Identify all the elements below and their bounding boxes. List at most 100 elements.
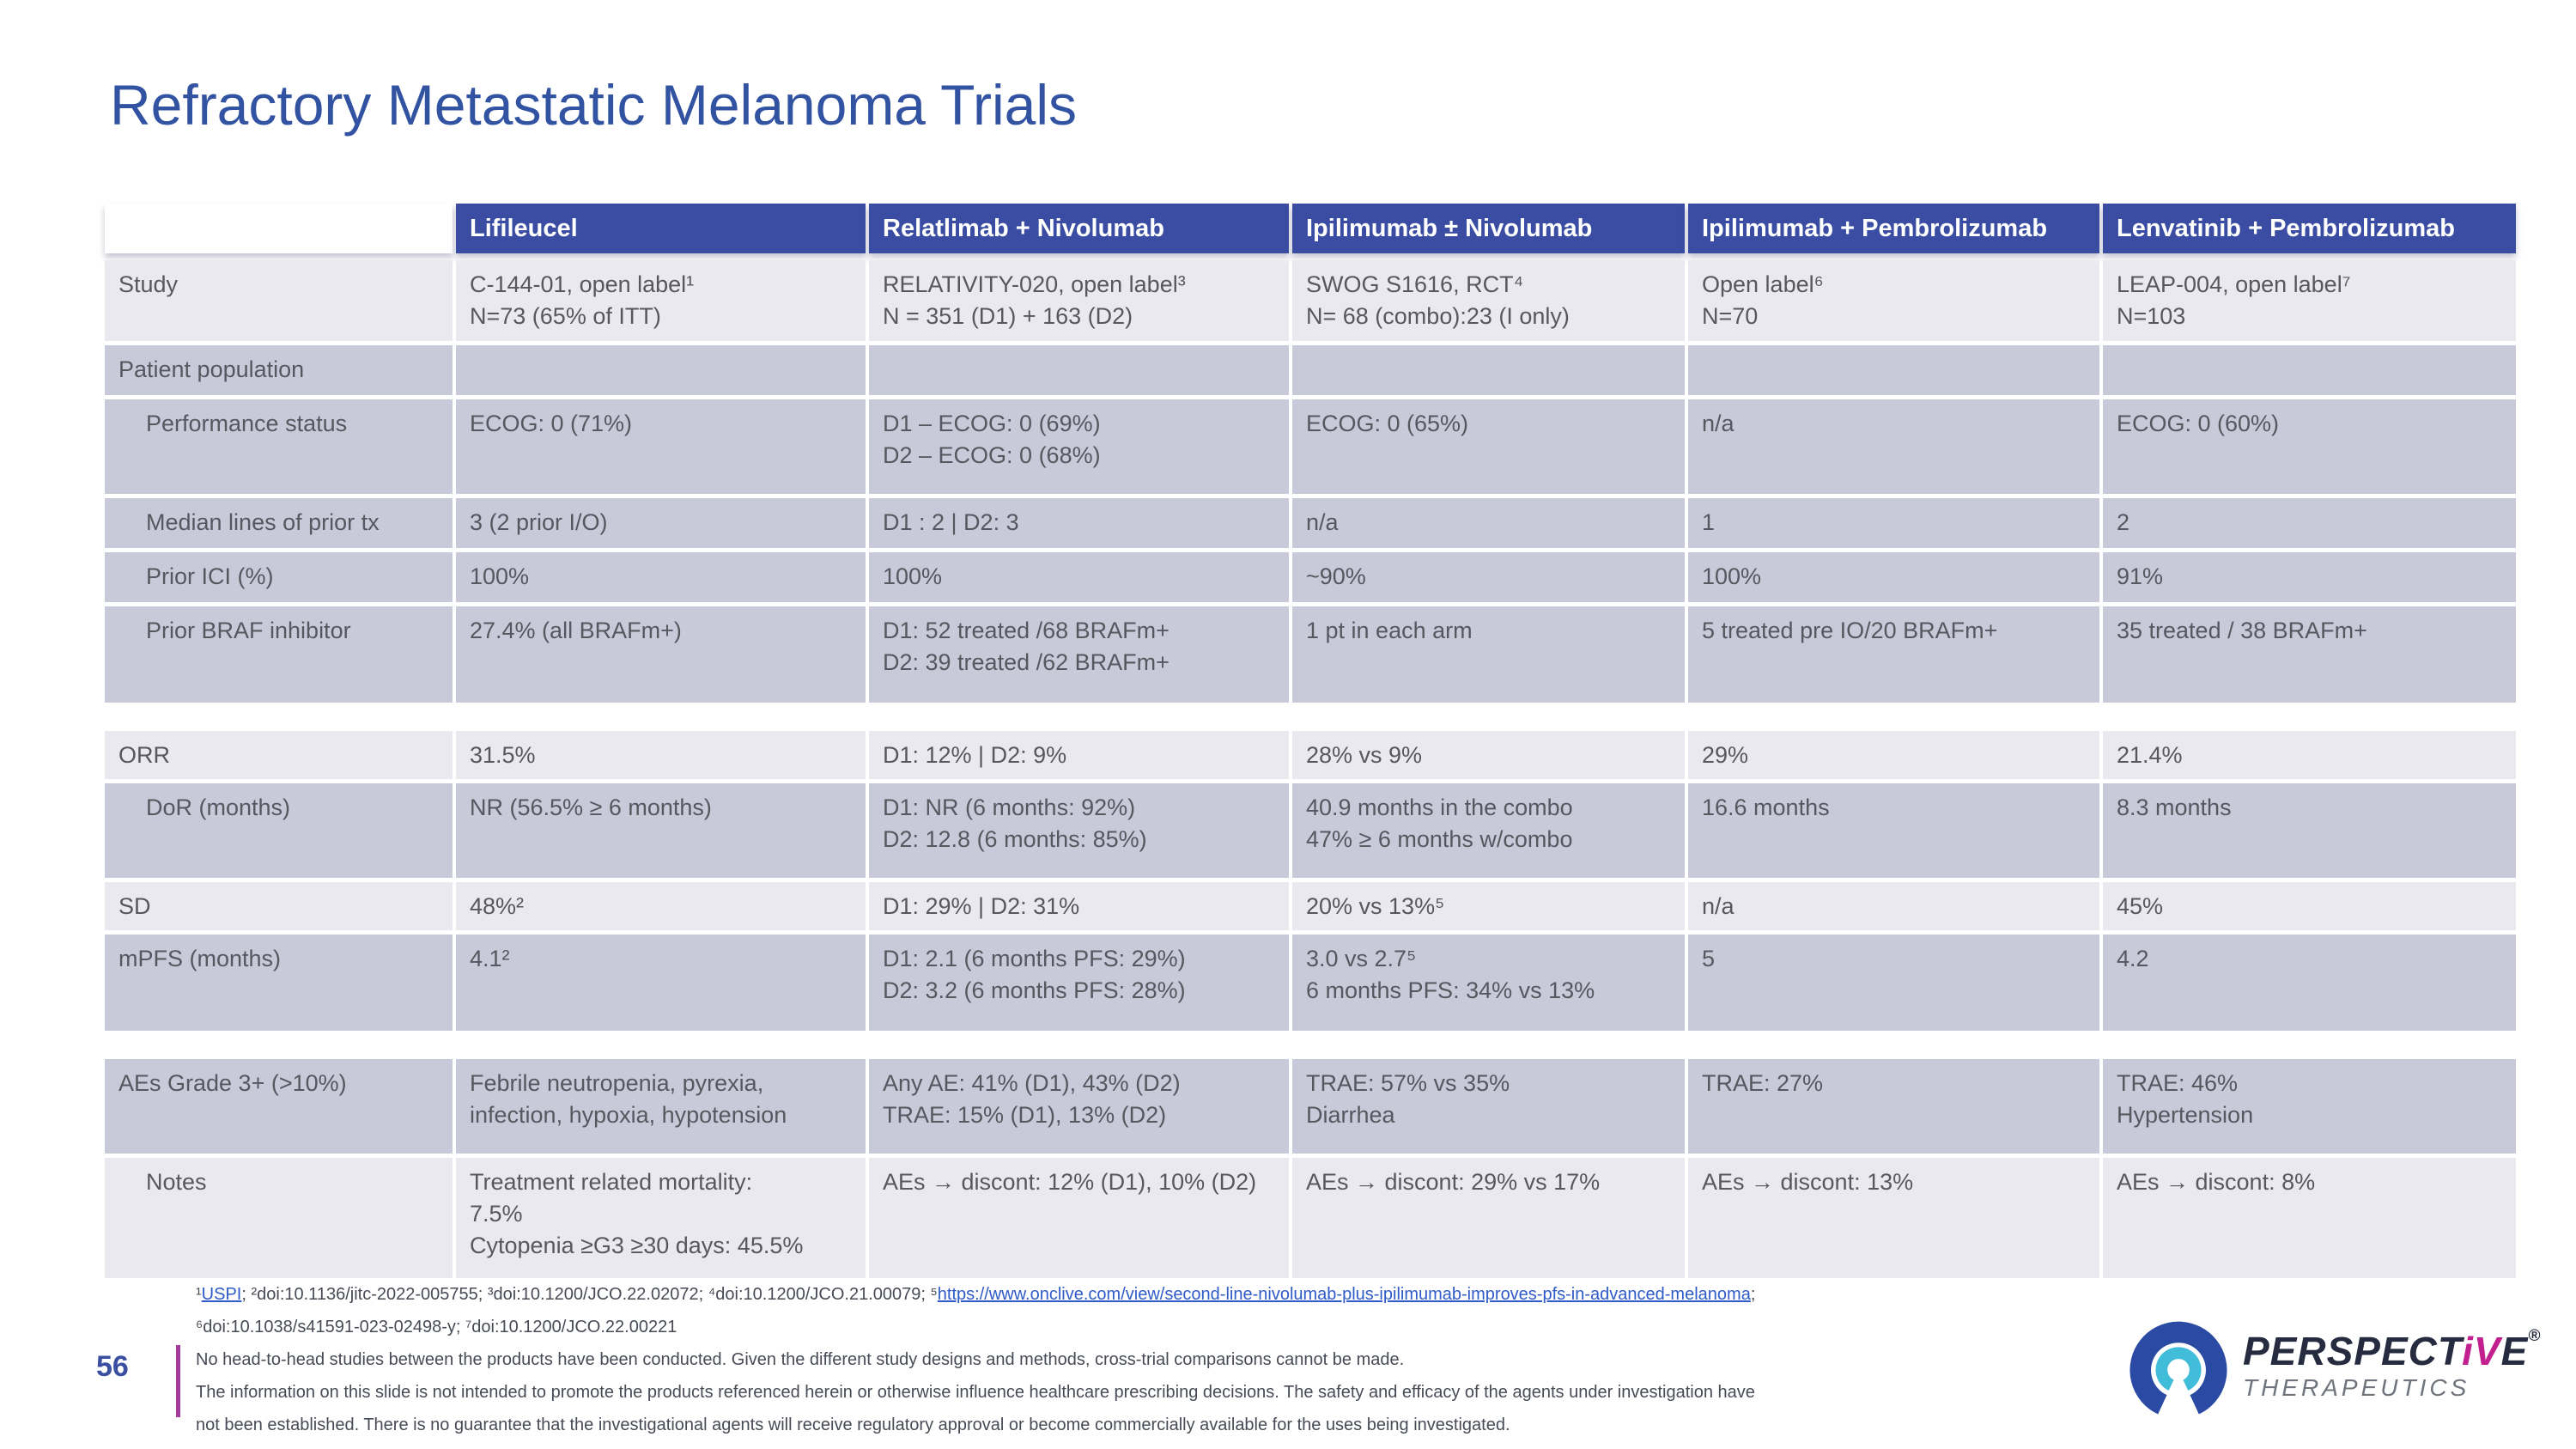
table-cell: D1: 12% | D2: 9% — [869, 731, 1289, 779]
footnote-line: ⁶doi:10.1038/s41591-023-02498-y; ⁷doi:10… — [196, 1318, 677, 1336]
table-row-patient-population: Patient population — [105, 345, 2533, 395]
table-row-dor: DoR (months) NR (56.5% ≥ 6 months) D1: N… — [105, 783, 2533, 878]
table-cell: 16.6 months — [1688, 783, 2099, 878]
table-cell: D1: 52 treated /68 BRAFm+ D2: 39 treated… — [869, 606, 1289, 703]
table-cell: 100% — [1688, 552, 2099, 602]
registered-mark: ® — [2528, 1327, 2542, 1345]
brand-text: PERSPECTiVE® THERAPEUTICS — [2243, 1328, 2541, 1402]
table-cell: 4.1² — [456, 935, 866, 1031]
table-cell: AEs → discont: 8% — [2103, 1158, 2516, 1278]
table-cell: TRAE: 57% vs 35% Diarrhea — [1292, 1059, 1685, 1154]
table-cell: TRAE: 27% — [1688, 1059, 2099, 1154]
table-row-prior-ici: Prior ICI (%) 100% 100% ~90% 100% 91% — [105, 552, 2533, 602]
table-cell: ECOG: 0 (60%) — [2103, 399, 2516, 494]
brand-logo: PERSPECTiVE® THERAPEUTICS — [2128, 1319, 2541, 1421]
table-cell: 2 — [2103, 498, 2516, 548]
row-label: Performance status — [105, 399, 453, 494]
table-cell: D1: 2.1 (6 months PFS: 29%) D2: 3.2 (6 m… — [869, 935, 1289, 1031]
table-row-median-lines: Median lines of prior tx 3 (2 prior I/O)… — [105, 498, 2533, 548]
page-number: 56 — [96, 1350, 129, 1383]
table-cell — [869, 345, 1289, 395]
table-cell: 5 — [1688, 935, 2099, 1031]
table-row-orr: ORR 31.5% D1: 12% | D2: 9% 28% vs 9% 29%… — [105, 731, 2533, 779]
table-cell: Treatment related mortality: 7.5% Cytope… — [456, 1158, 866, 1278]
table-cell: 20% vs 13%⁵ — [1292, 882, 1685, 930]
table-cell: n/a — [1688, 882, 2099, 930]
table-cell: TRAE: 46% Hypertension — [2103, 1059, 2516, 1154]
table-cell: C-144-01, open label¹ N=73 (65% of ITT) — [456, 260, 866, 341]
onclive-link[interactable]: https://www.onclive.com/view/second-line… — [937, 1285, 1751, 1304]
table-cell: AEs → discont: 12% (D1), 10% (D2) — [869, 1158, 1289, 1278]
disclaimer-line: No head-to-head studies between the prod… — [196, 1350, 1405, 1369]
column-header: Lenvatinib + Pembrolizumab — [2103, 204, 2516, 253]
table-cell: ECOG: 0 (65%) — [1292, 399, 1685, 494]
comparison-table: Lifileucel Relatlimab + Nivolumab Ipilim… — [105, 204, 2533, 1282]
table-cell: 35 treated / 38 BRAFm+ — [2103, 606, 2516, 703]
footnote-line: ¹USPI; ²doi:10.1136/jitc-2022-005755; ³d… — [196, 1278, 1755, 1311]
row-label: Prior ICI (%) — [105, 552, 453, 602]
column-header: Ipilimumab ± Nivolumab — [1292, 204, 1685, 253]
footnote-text: ; ²doi:10.1136/jitc-2022-005755; ³doi:10… — [241, 1285, 938, 1304]
disclaimer-line: not been established. There is no guaran… — [196, 1416, 1510, 1434]
table-cell: 45% — [2103, 882, 2516, 930]
table-row-study: Study C-144-01, open label¹ N=73 (65% of… — [105, 260, 2533, 341]
table-cell: 1 pt in each arm — [1292, 606, 1685, 703]
row-label: SD — [105, 882, 453, 930]
row-label: DoR (months) — [105, 783, 453, 878]
row-label: Prior BRAF inhibitor — [105, 606, 453, 703]
table-cell: 100% — [869, 552, 1289, 602]
brand-name-part: E — [2500, 1329, 2529, 1373]
table-cell: NR (56.5% ≥ 6 months) — [456, 783, 866, 878]
table-cell: Open label⁶ N=70 — [1688, 260, 2099, 341]
disclaimer-line: The information on this slide is not int… — [196, 1383, 1755, 1402]
table-cell: ECOG: 0 (71%) — [456, 399, 866, 494]
table-cell — [1688, 345, 2099, 395]
table-cell — [1292, 345, 1685, 395]
table-row-notes: Notes Treatment related mortality: 7.5% … — [105, 1158, 2533, 1278]
table-cell: AEs → discont: 29% vs 17% — [1292, 1158, 1685, 1278]
nested-arcs-icon — [2129, 1321, 2227, 1415]
table-row-sd: SD 48%² D1: 29% | D2: 31% 20% vs 13%⁵ n/… — [105, 882, 2533, 930]
row-label: mPFS (months) — [105, 935, 453, 1031]
table-cell: 100% — [456, 552, 866, 602]
brand-name: PERSPECTiVE® — [2243, 1328, 2541, 1371]
table-cell: 3 (2 prior I/O) — [456, 498, 866, 548]
row-label: ORR — [105, 731, 453, 779]
table-cell: AEs → discont: 13% — [1688, 1158, 2099, 1278]
table-cell: 29% — [1688, 731, 2099, 779]
accent-bar — [176, 1345, 180, 1417]
table-cell: n/a — [1292, 498, 1685, 548]
column-header: Ipilimumab + Pembrolizumab — [1688, 204, 2099, 253]
table-cell: 40.9 months in the combo 47% ≥ 6 months … — [1292, 783, 1685, 878]
table-cell: 3.0 vs 2.7⁵ 6 months PFS: 34% vs 13% — [1292, 935, 1685, 1031]
brand-name-part: PERSPECT — [2243, 1329, 2463, 1373]
table-row-performance-status: Performance status ECOG: 0 (71%) D1 – EC… — [105, 399, 2533, 494]
table-cell: 91% — [2103, 552, 2516, 602]
row-label: Patient population — [105, 345, 453, 395]
table-cell: 31.5% — [456, 731, 866, 779]
footnote-text: ; — [1750, 1285, 1756, 1304]
uspi-link[interactable]: USPI — [201, 1285, 242, 1304]
row-label: AEs Grade 3+ (>10%) — [105, 1059, 453, 1154]
column-header: Relatlimab + Nivolumab — [869, 204, 1289, 253]
table-cell: 21.4% — [2103, 731, 2516, 779]
table-cell: Any AE: 41% (D1), 43% (D2) TRAE: 15% (D1… — [869, 1059, 1289, 1154]
table-cell: LEAP-004, open label⁷ N=103 — [2103, 260, 2516, 341]
footnote-sup: ¹ — [196, 1285, 202, 1304]
table-cell: RELATIVITY-020, open label³ N = 351 (D1)… — [869, 260, 1289, 341]
table-cell: D1 : 2 | D2: 3 — [869, 498, 1289, 548]
table-cell: 27.4% (all BRAFm+) — [456, 606, 866, 703]
page-title: Refractory Metastatic Melanoma Trials — [110, 73, 1078, 137]
row-label: Notes — [105, 1158, 453, 1278]
table-cell: n/a — [1688, 399, 2099, 494]
table-cell: SWOG S1616, RCT⁴ N= 68 (combo):23 (I onl… — [1292, 260, 1685, 341]
table-cell: 4.2 — [2103, 935, 2516, 1031]
table-cell: D1: NR (6 months: 92%) D2: 12.8 (6 month… — [869, 783, 1289, 878]
column-header: Lifileucel — [456, 204, 866, 253]
table-row-mpfs: mPFS (months) 4.1² D1: 2.1 (6 months PFS… — [105, 935, 2533, 1031]
table-row-prior-braf: Prior BRAF inhibitor 27.4% (all BRAFm+) … — [105, 606, 2533, 703]
table-cell: D1: 29% | D2: 31% — [869, 882, 1289, 930]
table-header-row: Lifileucel Relatlimab + Nivolumab Ipilim… — [105, 204, 2533, 253]
table-cell — [2103, 345, 2516, 395]
